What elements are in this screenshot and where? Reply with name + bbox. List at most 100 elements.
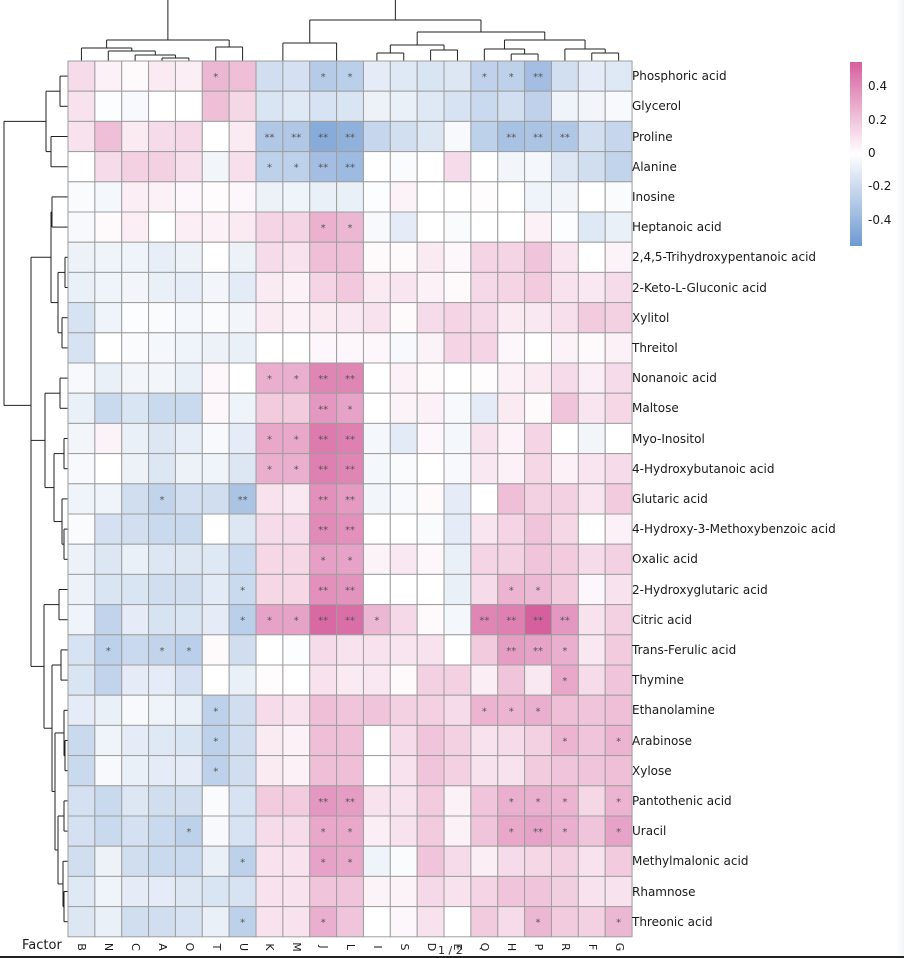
heatmap-cell (255, 241, 284, 273)
heatmap-cell (67, 211, 96, 243)
heatmap-cell (550, 120, 579, 153)
heatmap-cell (174, 332, 203, 364)
row-label: Methylmalonic acid (632, 854, 749, 869)
heatmap-cell (497, 845, 526, 877)
significance-mark: ** (533, 646, 543, 657)
heatmap-cell (255, 271, 284, 304)
significance-mark: * (536, 918, 541, 929)
heatmap-cell (416, 483, 445, 515)
heatmap-cell (255, 906, 284, 938)
heatmap-cell (336, 573, 364, 606)
heatmap-cell (524, 241, 552, 273)
heatmap-cell (228, 151, 257, 183)
heatmap-cell (121, 271, 150, 304)
heatmap-cell (524, 724, 552, 757)
heatmap-cell (228, 906, 257, 938)
heatmap-cell (416, 845, 445, 877)
heatmap-cell (604, 815, 633, 847)
heatmap-cell (67, 483, 96, 515)
heatmap-cell (443, 724, 472, 757)
heatmap-cell (362, 573, 391, 606)
heatmap-cell (497, 483, 526, 515)
heatmap-cell (362, 755, 391, 787)
heatmap-cell (282, 151, 311, 183)
heatmap-cell (201, 392, 230, 424)
row-label: Rhamnose (632, 884, 696, 899)
heatmap-cell (362, 302, 391, 334)
significance-mark: * (240, 616, 245, 627)
heatmap-cell (148, 151, 176, 183)
heatmap-cell (282, 694, 311, 726)
heatmap-cell (121, 241, 150, 273)
heatmap-cell (255, 634, 284, 666)
heatmap-cell (577, 90, 606, 122)
heatmap-cell (282, 181, 311, 213)
significance-mark: * (186, 827, 191, 838)
heatmap-cell (497, 90, 526, 122)
heatmap-cell (550, 151, 579, 183)
row-label: Myo-Inositol (632, 431, 705, 446)
heatmap-cell (148, 755, 176, 787)
heatmap-cell (67, 513, 96, 545)
heatmap-cell (550, 211, 579, 243)
row-label: Oxalic acid (632, 552, 698, 567)
heatmap-cell (94, 845, 123, 877)
column-label: K (263, 943, 277, 951)
scrollbar-track[interactable] (896, 0, 904, 958)
heatmap-cell (416, 906, 445, 938)
heatmap-cell (577, 664, 606, 696)
heatmap-cell (94, 332, 123, 364)
significance-mark: * (616, 797, 621, 808)
heatmap-cell (470, 664, 499, 696)
heatmap-cell (524, 60, 552, 92)
heatmap-cell (389, 332, 418, 364)
heatmap-cell (362, 634, 391, 666)
heatmap-cell (443, 573, 472, 606)
heatmap-cell (121, 302, 150, 334)
heatmap-cell (255, 332, 284, 364)
heatmap-cell (67, 573, 96, 606)
significance-mark: * (536, 706, 541, 717)
heatmap-cell (604, 302, 633, 334)
heatmap-cell (174, 483, 203, 515)
heatmap-cell (577, 211, 606, 243)
heatmap-cell (255, 422, 284, 455)
heatmap-cell (577, 573, 606, 606)
heatmap-cell (416, 332, 445, 364)
heatmap-cell (577, 392, 606, 424)
heatmap-cell (524, 422, 552, 455)
heatmap-cell (443, 755, 472, 787)
heatmap-cell (309, 664, 338, 696)
heatmap-cell (121, 845, 150, 877)
heatmap-cell (67, 302, 96, 334)
heatmap-cell (550, 302, 579, 334)
heatmap-cell (201, 211, 230, 243)
heatmap-cell (443, 151, 472, 183)
significance-mark: * (509, 706, 514, 717)
bottom-border (0, 956, 904, 958)
heatmap-cell (470, 332, 499, 364)
heatmap-cell (524, 271, 552, 304)
heatmap-cell (67, 241, 96, 273)
heatmap-cell (470, 453, 499, 485)
heatmap-cell (255, 604, 284, 636)
heatmap-cell (416, 815, 445, 847)
heatmap-cell (604, 90, 633, 122)
significance-mark: * (562, 646, 567, 657)
heatmap-cell (443, 875, 472, 908)
heatmap-cell (524, 151, 552, 183)
heatmap-cell (524, 211, 552, 243)
heatmap-cell (604, 573, 633, 606)
heatmap-cell (604, 845, 633, 877)
heatmap-cell (362, 906, 391, 938)
heatmap-cell (577, 815, 606, 847)
heatmap-cell (94, 392, 123, 424)
heatmap-cell (255, 755, 284, 787)
significance-mark: * (348, 223, 353, 234)
heatmap-cell (470, 785, 499, 817)
heatmap-cell (389, 634, 418, 666)
heatmap-cell (228, 815, 257, 847)
heatmap-cell (550, 513, 579, 545)
heatmap-cell (174, 302, 203, 334)
